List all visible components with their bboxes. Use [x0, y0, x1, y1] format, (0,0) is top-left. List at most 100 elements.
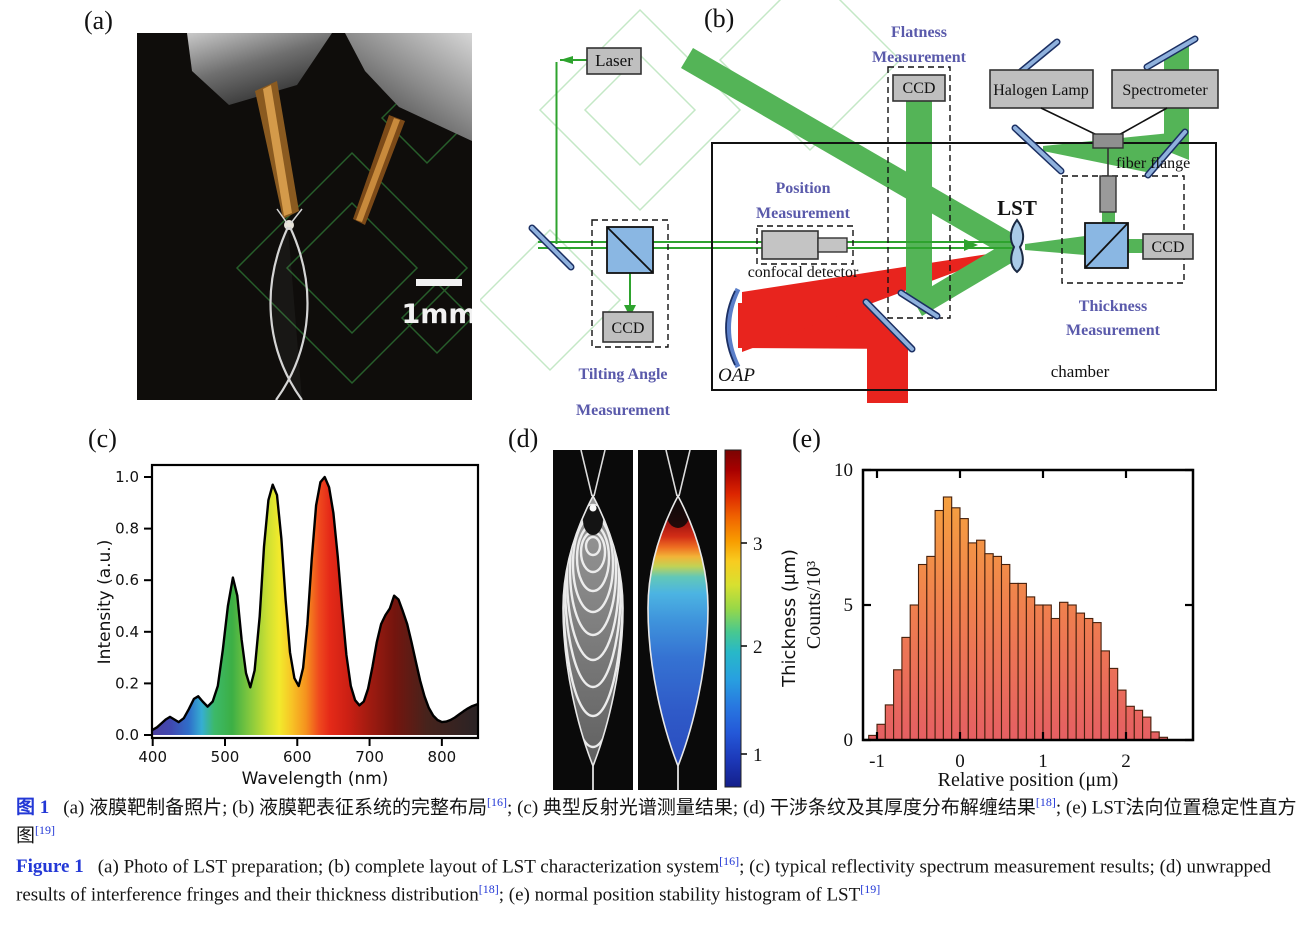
lst-target-shape: [1009, 218, 1025, 274]
thickness-dashed-box: [1061, 175, 1185, 284]
svg-text:1: 1: [1038, 751, 1048, 772]
caption-en-text-2: ; (c) typical reflectivity spectrum meas…: [16, 855, 1271, 906]
ref-19-en: [19]: [860, 881, 881, 896]
caption-en-text-1: (a) Photo of LST preparation; (b) comple…: [97, 855, 720, 877]
scale-bar-label: 1mm: [401, 299, 472, 330]
vacuum-chamber-outline: [711, 142, 1217, 391]
flatness-dashed-box: [887, 66, 951, 319]
svg-text:-1: -1: [869, 751, 885, 772]
flatness-ccd-box: [892, 74, 946, 102]
panel-a-label: (a): [84, 6, 113, 35]
thickness-ccd-box: [1142, 233, 1194, 260]
reflectivity-spectrum-chart: 400 500 600 700 800 0.0 0.2 0.4 0.6 0.8 1.0 Wavele…: [95, 463, 480, 789]
lst-characterization-diagram: Laser CCD CCD CCD Halogen Lamp Spectrome…: [480, 0, 1219, 419]
svg-text:5: 5: [844, 595, 854, 616]
caption-en: Figure 1 (a) Photo of LST preparation; (b…: [16, 853, 1302, 910]
spectrum-xlabel: Wavelength (nm): [242, 769, 389, 789]
left-capillary: [255, 81, 299, 219]
svg-text:0.6: 0.6: [115, 571, 139, 589]
svg-text:600: 600: [283, 748, 312, 766]
confocal-detector-label: confocal detector: [748, 264, 859, 281]
position-dashed-box: [756, 225, 854, 265]
right-capillary: [353, 115, 405, 225]
measurement-labels: Flatness Measurement Position Measuremen…: [576, 24, 1161, 419]
spectrum-axes-box: [150, 463, 480, 740]
tilting-ccd-box: [602, 311, 654, 343]
position-label-2: Measurement: [756, 205, 851, 222]
tilting-label-2: Measurement: [576, 402, 671, 419]
histogram-xlabel: Relative position (μm): [938, 769, 1119, 791]
dashed-boxes: [591, 66, 1185, 348]
component-boxes: [586, 47, 1219, 343]
spectrum-ticks: 400 500 600 700 800 0.0 0.2 0.4 0.6 0.8 1.0: [115, 468, 456, 766]
laser-box: [586, 47, 642, 75]
lst-preparation-photo: 1mm: [137, 33, 472, 400]
figure-caption: 图 1 (a) 液膜靶制备照片; (b) 液膜靶表征系统的完整布局[16]; (c…: [16, 794, 1302, 911]
caption-zh-text-1: (a) 液膜靶制备照片; (b) 液膜靶表征系统的完整布局: [63, 797, 488, 819]
caption-en-figure-number: Figure 1: [16, 855, 84, 877]
fiber-collimator: [1099, 175, 1117, 213]
fiber-flange-label: fiber flange: [1116, 155, 1190, 172]
red-drive-beam: [738, 250, 1014, 403]
interference-thickness-panel: 3 2 1 Thickness (μm): [553, 449, 800, 790]
spectrometer-box: [1111, 69, 1219, 109]
svg-text:0: 0: [955, 751, 965, 772]
svg-text:500: 500: [211, 748, 240, 766]
chamber-label: chamber: [1051, 362, 1110, 381]
thickness-colorbar: 3 2 1 Thickness (μm): [724, 449, 800, 788]
svg-text:700: 700: [355, 748, 384, 766]
svg-text:10: 10: [834, 460, 853, 481]
interference-fringes-image: [553, 449, 633, 790]
panel-e-label: (e): [792, 424, 821, 453]
colorbar-tick-1: 1: [753, 745, 763, 766]
flatness-label-1: Flatness: [891, 24, 947, 41]
svg-text:0: 0: [844, 730, 854, 751]
confocal-detector-body: [761, 230, 819, 260]
colorbar-tick-3: 3: [753, 534, 763, 555]
halogen-lamp-label: Halogen Lamp: [993, 82, 1089, 99]
svg-text:400: 400: [138, 748, 167, 766]
histogram-bars: [868, 496, 1169, 741]
caption-zh-text-2: ; (c) 典型反射光谱测量结果; (d) 干涉条纹及其厚度分布解缠结果: [507, 797, 1036, 819]
thickness-label-2: Measurement: [1066, 322, 1161, 339]
svg-text:1.0: 1.0: [115, 468, 139, 486]
thickness-ccd-label: CCD: [1152, 239, 1185, 256]
histogram-ylabel: Counts/10³: [803, 561, 825, 649]
tilting-label-1: Tilting Angle: [578, 366, 667, 383]
spectrum-ylabel: Intensity (a.u.): [95, 540, 115, 665]
laser-label: Laser: [595, 51, 633, 70]
tilting-beamsplitter-cube: [606, 226, 654, 274]
tilting-dashed-box: [591, 219, 669, 348]
caption-zh-text-3: ; (e) LST法向位置稳定性直方图: [16, 797, 1297, 847]
svg-text:0.8: 0.8: [115, 520, 139, 538]
panel-b-label: (b): [704, 4, 735, 33]
spectrum-series: [152, 475, 479, 735]
svg-text:0.0: 0.0: [115, 726, 139, 744]
caption-zh-figure-number: 图 1: [16, 797, 50, 819]
liquid-sheet-outline: [269, 208, 309, 400]
mirrors: [528, 35, 1199, 353]
left-nozzle-chuck: [187, 33, 332, 105]
oap-mirror: [725, 287, 741, 369]
svg-text:0.4: 0.4: [115, 623, 139, 641]
panel-c-label: (c): [88, 424, 117, 453]
oap-label: OAP: [718, 365, 755, 386]
svg-text:2: 2: [1121, 751, 1131, 772]
confocal-detector-tip: [817, 237, 848, 253]
ref-18: [18]: [1035, 795, 1056, 809]
colorbar-tick-2: 2: [753, 637, 763, 658]
ref-19: [19]: [35, 823, 56, 838]
position-histogram-chart: -1 0 1 2 0 5 10 Relative position (μm) Counts/…: [803, 460, 1195, 791]
fiber-flange-box: [1092, 133, 1124, 149]
thickness-label-1: Thickness: [1079, 298, 1147, 315]
flatness-label-2: Measurement: [872, 49, 967, 66]
position-label-1: Position: [775, 180, 830, 197]
svg-text:0.2: 0.2: [115, 674, 139, 692]
colorbar-title: Thickness (μm): [779, 549, 800, 688]
scale-bar: [416, 279, 462, 286]
flatness-ccd-label: CCD: [903, 80, 936, 97]
caption-en-text-3: ; (e) normal position stability histogra…: [498, 884, 861, 906]
ref-16: [16]: [487, 795, 508, 809]
histogram-ticks: -1 0 1 2 0 5 10: [834, 460, 1193, 772]
